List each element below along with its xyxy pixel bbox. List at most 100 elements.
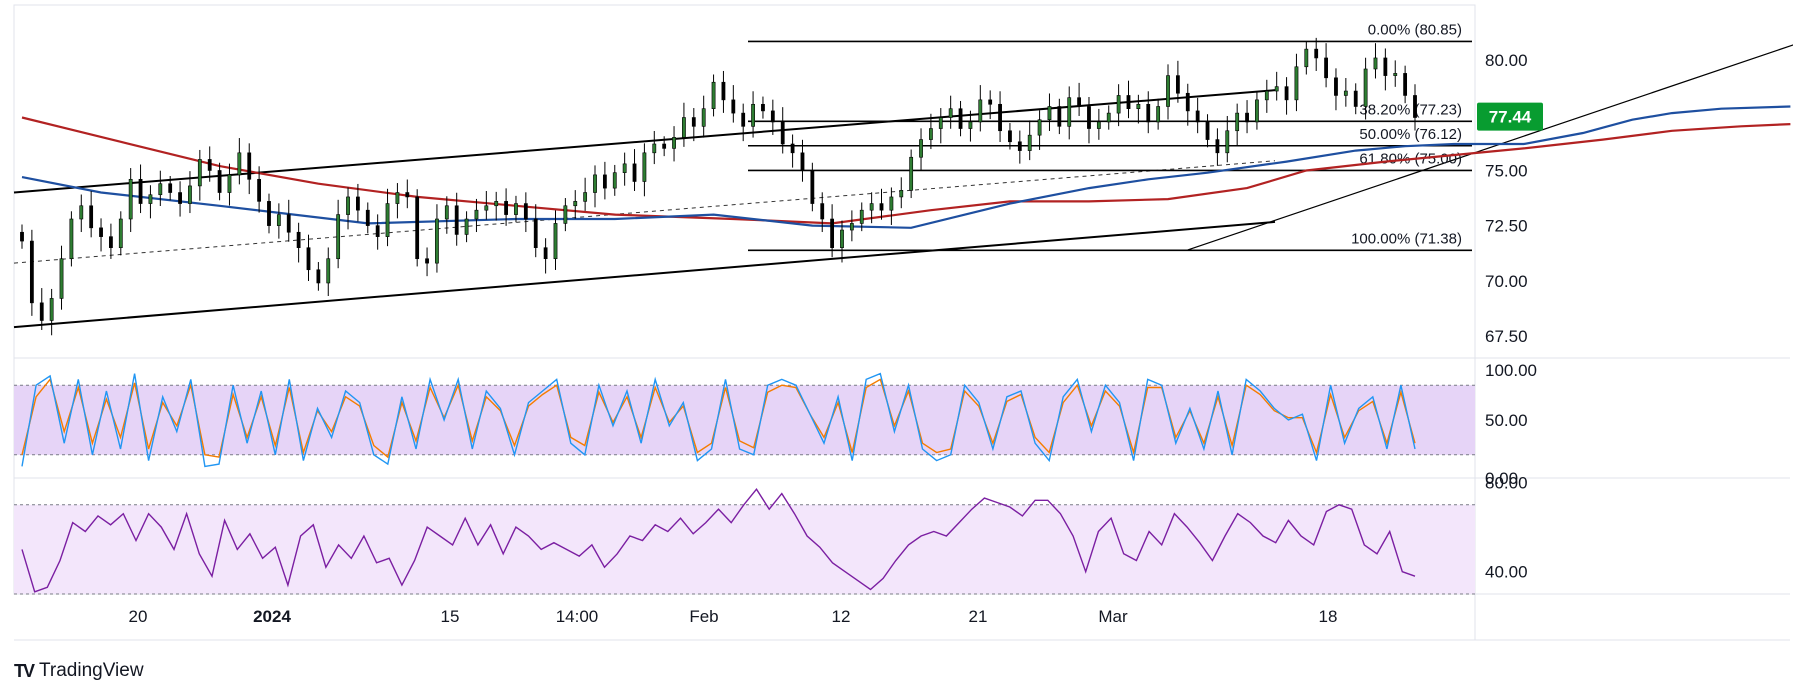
time-axis-tick: 14:00	[556, 607, 599, 626]
candle-body	[148, 194, 153, 204]
current-price-badge	[1477, 102, 1543, 131]
candle-body	[1185, 92, 1190, 112]
tradingview-logo-text: TradingView	[39, 660, 144, 681]
candle-body	[988, 99, 993, 105]
candle-body	[879, 203, 884, 211]
rsi-axis-tick: 80.00	[1485, 473, 1528, 492]
price-axis-tick: 70.00	[1485, 272, 1528, 291]
time-axis-tick: 12	[832, 607, 851, 626]
stoch-axis-tick: 0.00	[1485, 469, 1518, 488]
rsi-axis-tick: 40.00	[1485, 563, 1528, 582]
price-axis-tick: 75.00	[1485, 161, 1528, 180]
candle-body	[395, 192, 400, 204]
candle-body	[593, 174, 597, 193]
candle-body	[1166, 75, 1170, 107]
stoch-axis-tick: 50.00	[1485, 411, 1528, 430]
candle-body	[790, 143, 795, 154]
candle-body	[998, 103, 1002, 132]
candle-body	[652, 143, 657, 154]
candle-body	[958, 108, 963, 129]
candle-body	[415, 196, 420, 260]
candle-body	[217, 170, 222, 193]
time-axis-tick: 2024	[253, 607, 291, 626]
candle-body	[276, 214, 281, 226]
candle-body	[810, 170, 815, 204]
candle-body	[237, 152, 242, 176]
candle-body	[49, 298, 54, 321]
candle-body	[1146, 103, 1151, 123]
time-axis-tick: 15	[441, 607, 460, 626]
stoch-k-line	[21, 372, 1416, 468]
candle-body	[780, 121, 785, 145]
candle-body	[29, 240, 34, 304]
candle-body	[968, 121, 973, 129]
time-axis-tick: 21	[969, 607, 988, 626]
candle-body	[938, 117, 943, 129]
candle-body	[741, 112, 746, 127]
candle-body	[207, 159, 212, 171]
candle-body	[682, 117, 686, 138]
candle-body	[632, 163, 637, 182]
candle-body	[642, 152, 647, 182]
time-axis-tick: Feb	[689, 607, 718, 626]
fib-level-label: 38.20% (77.23)	[1359, 101, 1462, 118]
candle-body	[1413, 95, 1417, 118]
candle-body	[484, 205, 489, 211]
candle-body	[1175, 75, 1180, 94]
candle-body	[1274, 86, 1279, 92]
channel-mid-line	[13, 160, 1276, 264]
candle-body	[138, 178, 143, 204]
candle-body	[158, 183, 163, 196]
candle-body	[504, 201, 508, 215]
candle-body	[1215, 139, 1220, 154]
candle-body	[464, 218, 469, 235]
candle-body	[1383, 57, 1388, 76]
candle-body	[1008, 130, 1012, 143]
candle-body	[247, 152, 252, 180]
candle-body	[1304, 48, 1309, 68]
candle-body	[227, 174, 232, 193]
candle-body	[79, 205, 84, 220]
rising-trend-line	[1187, 44, 1793, 251]
candle-body	[978, 99, 983, 123]
candle-body	[474, 209, 479, 220]
chart-svg: 0.00% (80.85) 38.20% (77.23) 50.00% (76.12…	[13, 4, 1793, 641]
candle-body	[533, 218, 538, 248]
candle-body	[59, 258, 64, 299]
time-axis-tick: 20	[129, 607, 148, 626]
candle-body	[523, 203, 528, 220]
tradingview-logo[interactable]: TV TradingView	[14, 660, 144, 682]
candle-body	[761, 103, 765, 112]
candle-body	[296, 231, 301, 248]
channel-lower-line	[13, 220, 1276, 329]
candle-body	[1156, 106, 1161, 123]
candle-body	[1353, 90, 1358, 107]
candle-body	[425, 258, 429, 264]
candle-body	[514, 203, 518, 215]
candle-body	[1047, 106, 1052, 121]
rsi-line	[21, 488, 1416, 593]
candle-body	[336, 214, 341, 260]
candle-body	[454, 205, 459, 235]
candle-body	[1373, 57, 1378, 70]
candle-body	[1096, 121, 1101, 129]
candle-body	[899, 190, 904, 198]
candle-body	[1027, 134, 1032, 151]
candle-body	[1136, 103, 1141, 109]
candle-body	[494, 201, 499, 207]
fib-level-label: 0.00% (80.85)	[1368, 21, 1462, 38]
candle-body	[356, 196, 360, 211]
candle-body	[69, 218, 74, 260]
candle-body	[1314, 48, 1319, 59]
tradingview-logo-icon: TV	[14, 660, 35, 681]
fib-level-label: 50.00% (76.12)	[1359, 126, 1462, 143]
candle-body	[1294, 66, 1299, 101]
candle-body	[346, 196, 350, 215]
price-axis-tick: 67.50	[1485, 327, 1528, 346]
candle-body	[1205, 121, 1210, 140]
candle-body	[1393, 73, 1398, 76]
candle-body	[99, 227, 103, 237]
candle-body	[365, 209, 370, 226]
candle-body	[701, 108, 706, 127]
candle-body	[573, 201, 578, 207]
